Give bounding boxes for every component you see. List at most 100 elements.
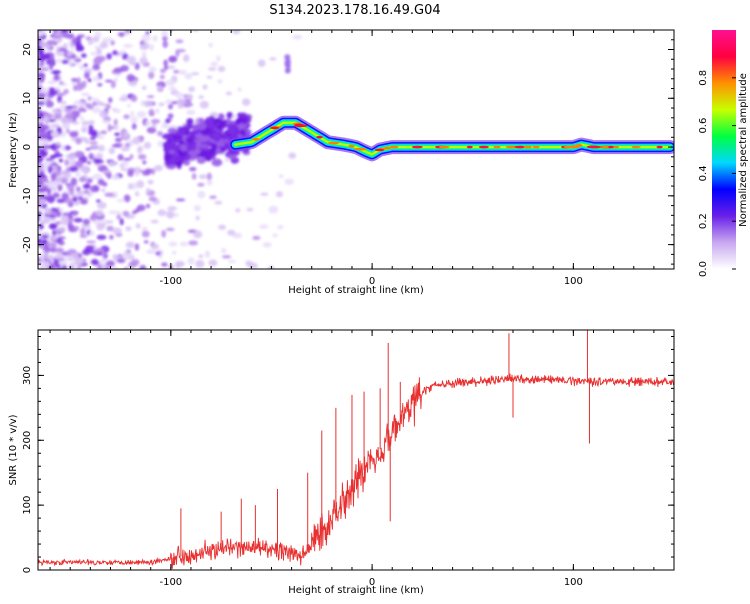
noise-blob bbox=[152, 35, 158, 42]
noise-blob bbox=[49, 57, 56, 64]
noise-blob bbox=[175, 39, 184, 44]
spectrogram-xlabel: Height of straight line (km) bbox=[288, 285, 424, 296]
noise-blob bbox=[168, 103, 173, 110]
snr-frame bbox=[37, 329, 675, 571]
noise-blob bbox=[64, 255, 74, 262]
noise-blob bbox=[39, 41, 48, 48]
noise-blob bbox=[57, 184, 63, 192]
y-tick-label: 0 bbox=[22, 567, 33, 573]
noise-blob bbox=[78, 101, 86, 108]
noise-blob bbox=[146, 95, 155, 99]
noise-blob bbox=[177, 104, 184, 109]
noise-blob bbox=[102, 169, 111, 174]
snr-marks bbox=[38, 330, 674, 569]
noise-blob bbox=[161, 36, 168, 41]
noise-blob bbox=[108, 97, 113, 103]
noise-blob bbox=[162, 42, 169, 47]
noise-blob bbox=[43, 207, 52, 211]
noise-blob bbox=[72, 212, 78, 217]
noise-blob bbox=[55, 51, 66, 56]
snr-xlabel: Height of straight line (km) bbox=[288, 585, 424, 596]
noise-blob bbox=[193, 30, 199, 32]
noise-blob bbox=[262, 242, 272, 248]
noise-blob bbox=[272, 233, 279, 238]
noise-blob bbox=[199, 100, 209, 109]
noise-blob bbox=[113, 77, 119, 83]
colorbar-label: Normalized spectral amplitude bbox=[738, 73, 749, 227]
noise-blob bbox=[97, 50, 102, 55]
ridge-hotspot bbox=[384, 146, 392, 150]
noise-blob bbox=[55, 141, 61, 146]
noise-blob bbox=[61, 26, 69, 30]
noise-blob bbox=[58, 158, 64, 163]
ridge-hotspot bbox=[348, 144, 355, 148]
noise-blob bbox=[119, 97, 129, 102]
noise-blob bbox=[41, 145, 50, 149]
noise-blob bbox=[106, 225, 114, 232]
noise-blob bbox=[112, 265, 118, 269]
noise-blob bbox=[38, 108, 42, 114]
noise-blob bbox=[144, 168, 153, 174]
noise-blob bbox=[85, 102, 92, 109]
noise-blob bbox=[38, 179, 44, 187]
cluster-blob bbox=[227, 154, 237, 160]
noise-blob bbox=[38, 30, 45, 37]
noise-blob bbox=[179, 241, 188, 247]
noise-blob bbox=[55, 221, 61, 226]
noise-blob bbox=[51, 70, 61, 75]
cluster-blob bbox=[211, 158, 223, 167]
noise-blob bbox=[151, 243, 160, 250]
ridge-hotspot bbox=[270, 126, 280, 130]
noise-blob bbox=[133, 166, 142, 175]
noise-blob bbox=[56, 92, 66, 97]
noise-blob bbox=[104, 192, 115, 197]
noise-blob bbox=[168, 86, 177, 91]
noise-blob bbox=[137, 154, 147, 160]
ridge-hotspot bbox=[601, 145, 609, 149]
noise-blob bbox=[71, 78, 78, 82]
noise-blob bbox=[69, 130, 78, 138]
noise-blob bbox=[47, 188, 52, 197]
noise-blob bbox=[116, 214, 121, 220]
noise-blob bbox=[176, 98, 186, 106]
noise-blob bbox=[56, 236, 66, 240]
noise-blob bbox=[70, 53, 76, 59]
ridge-hotspot bbox=[466, 145, 473, 149]
colorbar-tick-label: 0.4 bbox=[698, 165, 709, 181]
noise-blob bbox=[173, 69, 180, 74]
noise-blob bbox=[83, 63, 88, 68]
noise-blob bbox=[99, 110, 108, 118]
noise-blob bbox=[53, 38, 62, 42]
noise-blob bbox=[47, 165, 53, 174]
noise-blob bbox=[38, 206, 43, 212]
noise-blob bbox=[81, 92, 90, 97]
noise-blob bbox=[202, 84, 208, 90]
noise-blob bbox=[232, 232, 243, 239]
cluster-blob bbox=[200, 129, 211, 136]
noise-blob bbox=[216, 55, 221, 62]
noise-blob bbox=[108, 210, 119, 215]
noise-blob bbox=[147, 179, 154, 185]
noise-blob bbox=[38, 122, 45, 130]
noise-blob bbox=[165, 227, 175, 232]
noise-blob bbox=[76, 160, 84, 169]
noise-blob bbox=[41, 220, 46, 224]
noise-blob bbox=[148, 71, 155, 80]
noise-blob bbox=[86, 160, 92, 165]
noise-blob bbox=[182, 54, 190, 63]
noise-blob bbox=[58, 30, 63, 31]
streak-blob bbox=[285, 54, 291, 61]
noise-blob bbox=[78, 106, 85, 112]
x-tick-label: 0 bbox=[369, 276, 375, 287]
noise-blob bbox=[154, 164, 163, 172]
ridge-hotspot bbox=[374, 148, 385, 152]
noise-blob bbox=[51, 265, 57, 269]
noise-blob bbox=[193, 230, 203, 239]
ridge-hotspot bbox=[389, 145, 399, 149]
noise-blob bbox=[54, 86, 60, 91]
noise-blob bbox=[64, 112, 75, 120]
noise-blob bbox=[88, 120, 95, 125]
